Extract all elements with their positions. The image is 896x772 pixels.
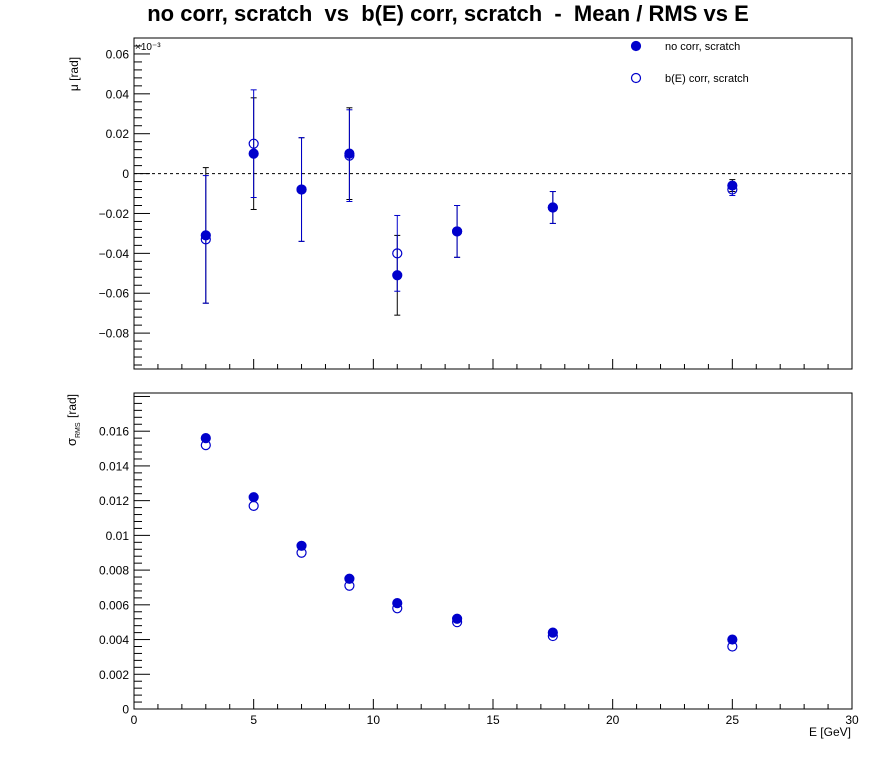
rms-point-no-corr [248,492,259,503]
page-title: no corr, scratch vs b(E) corr, scratch -… [147,1,749,26]
rms-point-be-corr [200,439,211,451]
mean-point-be-corr [727,184,738,195]
mean-point-be-corr [547,202,558,213]
y-exponent-label: ×10⁻³ [135,42,161,53]
rms-point-be-corr [392,603,403,614]
rms-point-no-corr [727,634,738,645]
rms-y-tick-label: 0.012 [99,494,129,508]
rms-point-no-corr [344,573,355,584]
rms-point-be-corr [547,630,558,642]
mean-y-tick-label: 0 [122,167,129,181]
rms-y-tick-label: 0.006 [99,598,129,612]
mean-y-tick-label: 0.06 [106,47,130,61]
rms-point-be-corr [452,617,463,628]
rms-x-tick-label: 15 [486,713,500,727]
rms-x-tick-label: 0 [131,713,138,727]
rms-y-tick-label: 0.016 [99,425,129,439]
mean-point-be-corr [200,234,211,245]
rms-point-no-corr [200,433,211,444]
rms-point-no-corr [296,540,307,551]
rms-point-be-corr [296,547,307,558]
rms-x-tick-label: 30 [845,713,859,727]
mean-y-tick-label: 0.04 [106,87,130,101]
rms-y-label-unit: [rad] [65,394,79,418]
mean-point-be-corr [296,184,307,195]
mean-point-be-corr [392,248,403,259]
mean-y-tick-label: −0.02 [99,207,130,221]
rms-point-no-corr [547,627,558,638]
rms-panel: 0 0.002 0.004 0.006 0.008 0.01 0.012 0.014 0.016… [99,392,859,727]
mean-y-tick-label: −0.08 [99,327,130,341]
mean-point-be-corr [248,138,259,149]
mean-y-axis-label: μ [rad] [67,57,81,91]
rms-point-no-corr [452,613,463,624]
legend-entry-label: b(E) corr, scratch [665,73,749,85]
rms-plot-frame [133,392,853,710]
legend-entry-label: no corr, scratch [665,41,740,53]
mean-point-be-corr [452,226,463,237]
rms-point-be-corr [344,580,355,591]
legend: no corr, scratch b(E) corr, scratch [630,40,749,85]
rms-point-be-corr [248,500,259,511]
rms-x-tick-label: 5 [250,713,257,727]
rms-y-tick-label: 0.004 [99,633,129,647]
rms-x-tick-label: 20 [606,713,620,727]
rms-y-tick-label: 0 [122,703,129,717]
mean-y-tick-label: 0.02 [106,127,130,141]
rms-y-tick-label: 0.008 [99,564,129,578]
rms-y-label-subscript: RMS [75,422,82,438]
rms-y-tick-label: 0.014 [99,459,129,473]
rms-y-tick-label: 0.01 [106,529,130,543]
mean-panel: −0.08 −0.06 −0.04 −0.02 0 0.02 0.04 0.06 [99,37,853,370]
x-axis-label: E [GeV] [809,725,851,739]
rms-point-be-corr [727,641,738,652]
mean-point-be-corr [344,150,355,161]
rms-point-no-corr [392,597,403,609]
legend-marker-be-corr [630,72,642,84]
mean-y-tick-label: −0.06 [99,287,130,301]
rms-y-tick-label: 0.002 [99,668,129,682]
rms-y-label-symbol: σ [64,438,79,446]
mean-y-tick-label: −0.04 [99,247,130,261]
rms-x-tick-label: 10 [367,713,381,727]
legend-marker-no-corr [630,40,642,52]
rms-x-tick-label: 25 [726,713,740,727]
mean-plot-frame [133,37,853,370]
